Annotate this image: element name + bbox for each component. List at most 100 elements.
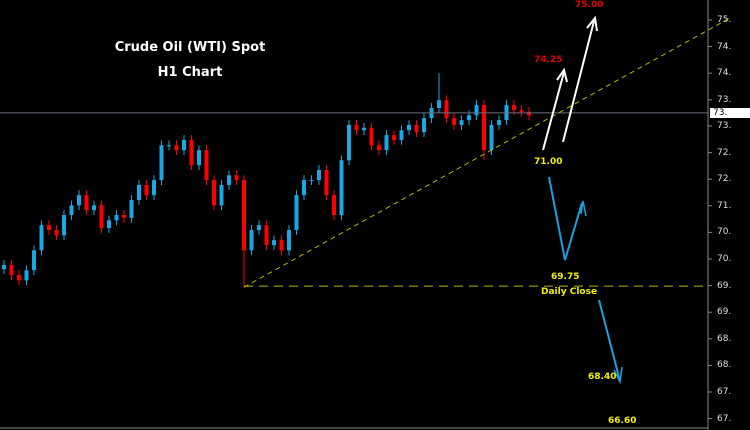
ascending-trendline <box>243 17 731 288</box>
candle <box>302 175 306 200</box>
price-tick-label: 74. <box>717 41 732 52</box>
candle-body <box>174 145 179 151</box>
candle <box>39 220 44 256</box>
target-6840-label: 68.40 <box>588 372 617 382</box>
candle <box>452 113 456 130</box>
candle-body <box>519 109 524 112</box>
candle <box>114 210 119 226</box>
price-tick-label: 71. <box>717 200 732 211</box>
candle <box>99 200 104 233</box>
candle-body <box>77 195 81 206</box>
candle-body <box>2 264 6 270</box>
current-price-badge: 73. <box>710 108 750 118</box>
candle <box>264 220 269 250</box>
candle-body <box>302 180 306 196</box>
candle-body <box>272 240 276 246</box>
candle <box>92 200 96 215</box>
candle-body <box>414 124 419 133</box>
price-tick-label: 75. <box>717 15 732 25</box>
candle <box>377 140 381 155</box>
candle-body <box>444 100 449 119</box>
candle-body <box>482 105 486 151</box>
candle-body <box>339 160 344 215</box>
daily-close-label: Daily Close <box>541 287 598 297</box>
price-tick-label: 70. <box>717 227 732 238</box>
bearish-arrow <box>598 299 623 385</box>
candle-body <box>369 127 374 146</box>
candle-body <box>257 225 261 231</box>
candle-body <box>422 118 426 133</box>
target-7425-label: 74.25 <box>534 55 563 65</box>
candle-body <box>144 184 149 196</box>
candle <box>384 130 389 155</box>
candle <box>527 107 531 121</box>
candle <box>17 270 21 286</box>
candle-body <box>92 205 96 211</box>
candle-body <box>377 145 381 151</box>
candle <box>392 130 396 145</box>
candle <box>482 100 486 160</box>
candle <box>204 145 209 185</box>
candle-body <box>189 139 194 166</box>
candle <box>422 113 426 138</box>
level-6975-label: 69.75 <box>551 272 580 282</box>
candle <box>174 140 179 155</box>
candle <box>9 260 14 280</box>
candle <box>62 210 66 241</box>
candle-body <box>32 250 36 271</box>
candle <box>152 175 156 200</box>
candle-body <box>294 195 299 231</box>
candle-body <box>264 225 269 246</box>
candle-body <box>392 135 396 140</box>
candle <box>332 190 336 220</box>
candle <box>354 120 359 136</box>
candle-body <box>227 175 231 185</box>
price-tick-label: 70. <box>717 254 732 264</box>
candle <box>287 225 291 256</box>
price-tick-label: 68. <box>717 360 732 371</box>
candles-layer <box>2 73 531 288</box>
candle <box>489 120 494 155</box>
candle-body <box>159 145 164 181</box>
candle <box>54 225 59 241</box>
candle-body <box>114 215 119 221</box>
candle <box>414 120 419 138</box>
candle-body <box>399 130 404 140</box>
candle-body <box>107 220 111 229</box>
candle <box>159 140 164 185</box>
candle-body <box>197 150 201 166</box>
price-tick-label: 74. <box>717 68 732 79</box>
candle <box>212 175 216 211</box>
price-tick-label: 67. <box>717 387 732 397</box>
candle <box>219 180 224 211</box>
candle-body <box>24 270 29 281</box>
price-tick-label: 69. <box>717 307 732 318</box>
candle-body <box>122 215 126 218</box>
bearish-bounce-arrow <box>548 176 587 261</box>
candle <box>347 120 351 166</box>
candle <box>317 165 321 185</box>
candle <box>474 100 479 121</box>
candle <box>234 170 239 185</box>
candle <box>122 210 126 223</box>
candle-body <box>309 180 314 182</box>
candle-body <box>204 150 209 181</box>
candle <box>324 165 329 200</box>
candle-body <box>474 105 479 116</box>
candle-body <box>69 205 74 215</box>
candle-body <box>459 120 464 125</box>
candle <box>272 235 276 250</box>
candle-body <box>362 127 366 131</box>
candle-body <box>212 180 216 206</box>
candle-body <box>347 124 351 161</box>
candle <box>339 155 344 220</box>
price-tick-label: 68. <box>717 333 732 344</box>
candle <box>69 200 74 220</box>
bullish-arrow-long <box>562 15 598 143</box>
candle-body <box>489 124 494 151</box>
candle <box>257 220 261 235</box>
candle-body <box>527 111 531 116</box>
candle <box>182 135 186 155</box>
